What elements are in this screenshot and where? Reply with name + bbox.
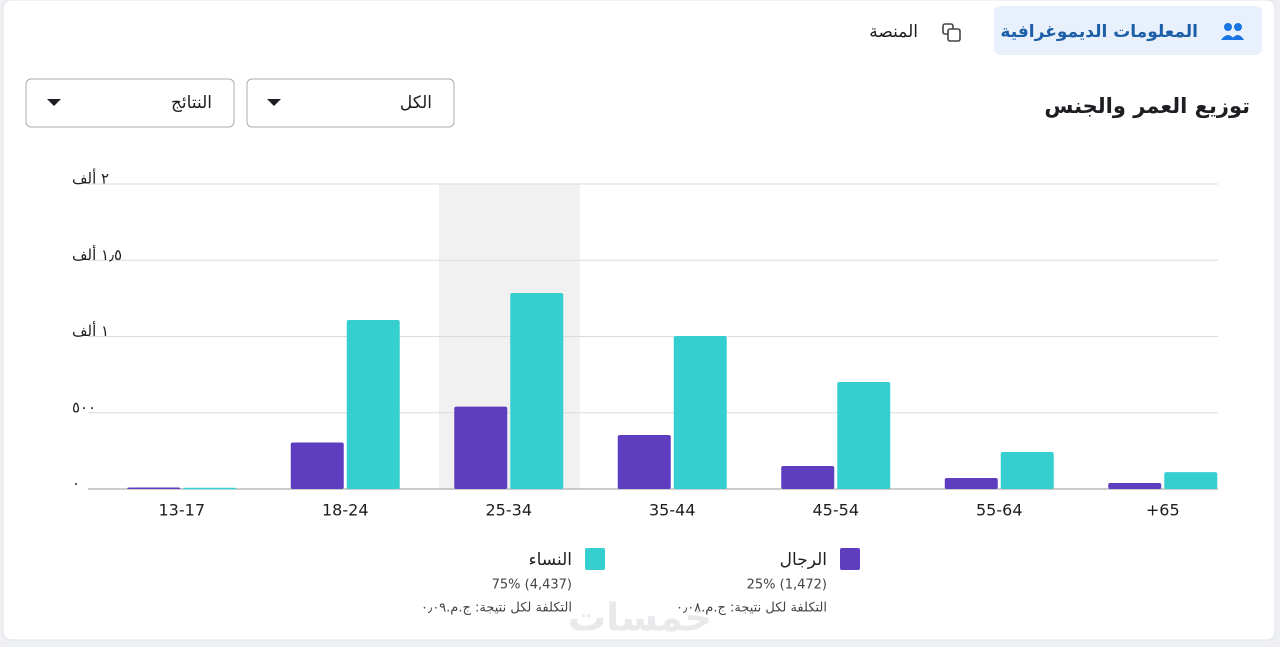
bar (510, 293, 564, 489)
legend-label: النساء (529, 550, 572, 570)
bar (127, 487, 181, 489)
bar (673, 336, 727, 489)
y-tick-label: ٠ (72, 475, 80, 493)
dropdown[interactable] (246, 78, 455, 128)
plot: ٠ ٥٠٠ ١ ألف ١٫٥ ألف ٢ ألف 13-17 18-24 25-34 35-4… (72, 169, 1218, 616)
bar (781, 465, 835, 489)
tab[interactable]: المعلومات الديموغرافية (1000, 22, 1198, 42)
bar (454, 406, 508, 489)
legend-swatch (585, 548, 605, 570)
dropdown-label: الكل (400, 93, 432, 113)
dropdown-label: النتائج (171, 93, 212, 113)
bar (1000, 451, 1054, 489)
people-icon (1221, 23, 1244, 40)
legend-summary: 75% (4,437) (492, 578, 572, 593)
bar (1108, 483, 1162, 489)
x-tick-label: 25-34 (486, 501, 533, 520)
bar (290, 442, 344, 489)
tab[interactable]: المنصة (869, 22, 918, 42)
legend-summary: 25% (1,472) (747, 578, 827, 593)
bar (346, 320, 400, 489)
bar (944, 478, 998, 489)
x-tick-label: 55-64 (976, 501, 1023, 520)
tab-active-bg[interactable] (994, 6, 1262, 55)
dropdown-arrow (267, 99, 281, 106)
y-tick-label: ٢ ألف (72, 169, 109, 188)
y-tick-label: ٥٠٠ (72, 398, 96, 416)
platform-icon (942, 23, 961, 42)
x-tick-label: 35-44 (649, 501, 696, 520)
bar (837, 381, 891, 489)
y-tick-label: ١٫٥ ألف (72, 245, 122, 264)
section-title: توزيع العمر والجنس (1044, 94, 1250, 118)
bar (617, 435, 671, 489)
bar (183, 487, 237, 490)
legend-cost: التكلفة لكل نتيجة: ج.م.٠٫٠٨ (676, 601, 827, 616)
legend-label: الرجال (780, 550, 827, 570)
x-tick-label: 18-24 (322, 501, 369, 520)
x-tick-label: 13-17 (159, 501, 206, 520)
x-tick-label: +65 (1146, 501, 1180, 520)
x-tick-label: 45-54 (813, 501, 860, 520)
legend-cost: التكلفة لكل نتيجة: ج.م.٠٫٠٩ (421, 601, 572, 616)
legend-swatch (840, 548, 860, 570)
bar (1164, 472, 1218, 489)
y-tick-label: ١ ألف (72, 321, 109, 340)
watermark: خمسات (568, 596, 712, 640)
dropdown[interactable] (25, 78, 235, 128)
dropdown-arrow (47, 99, 61, 106)
